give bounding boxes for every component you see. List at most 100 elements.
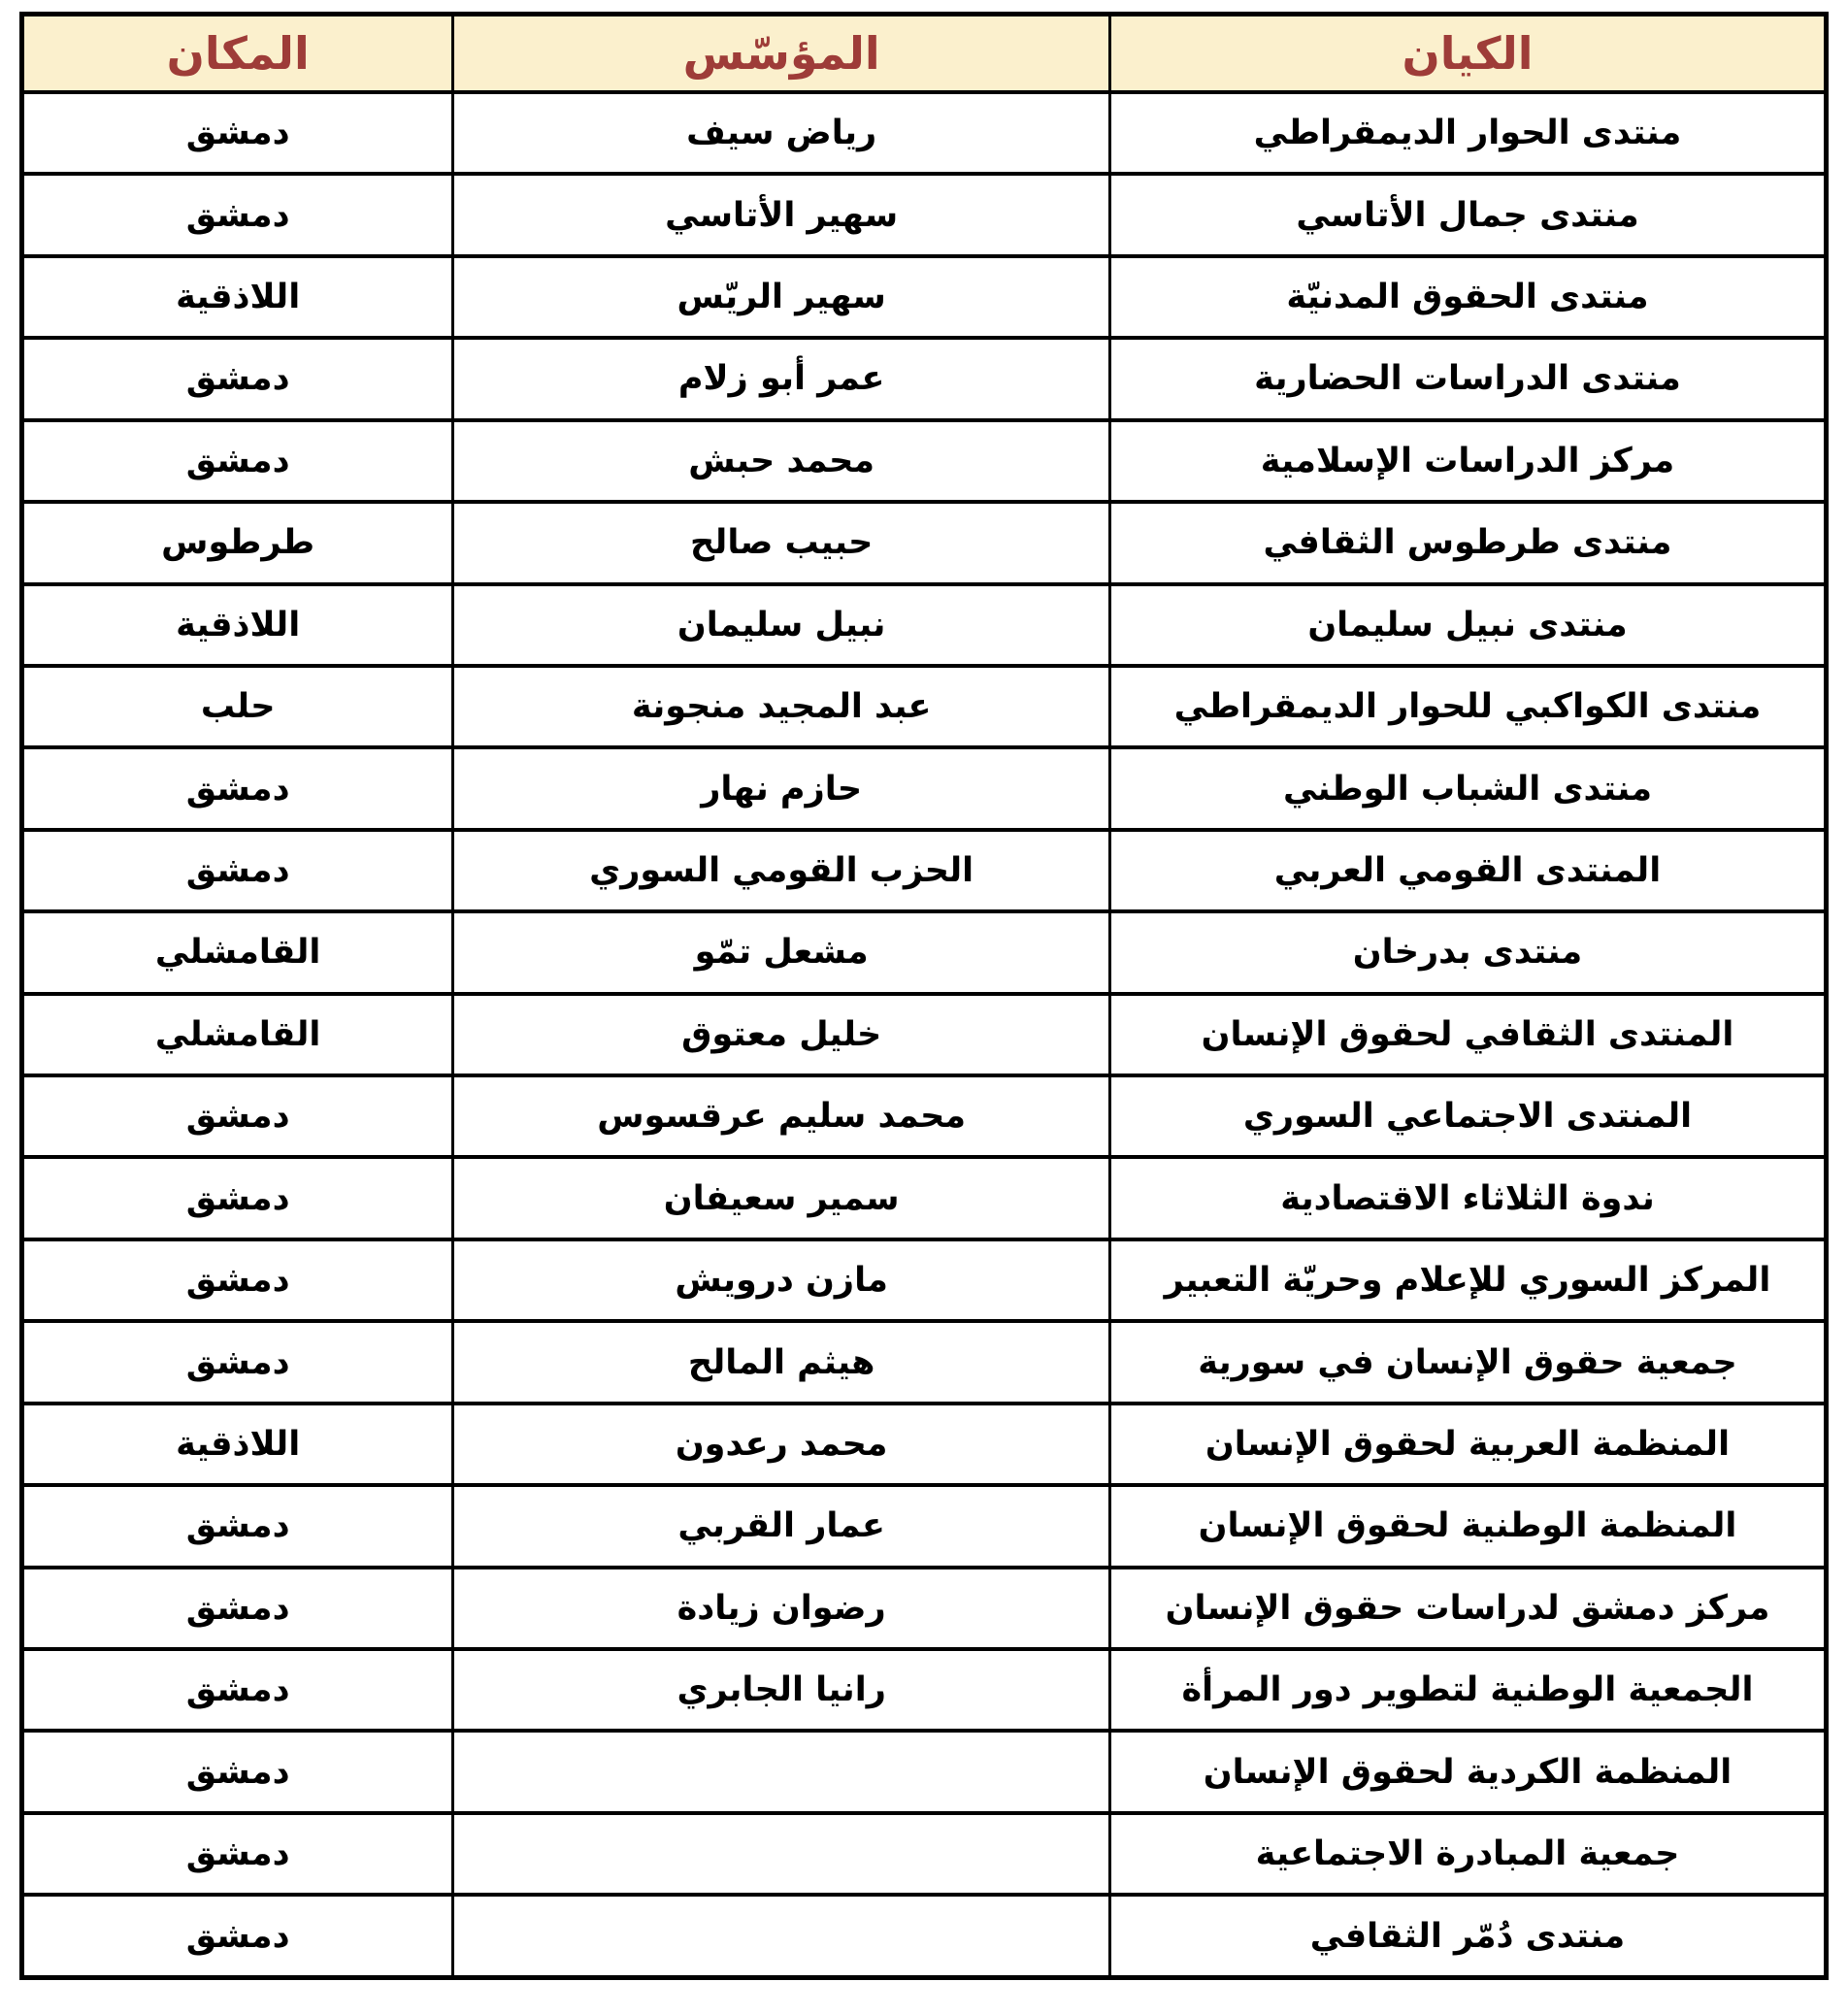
table-row: منتدى الحوار الديمقراطي رياض سيف دمشق — [19, 89, 1829, 177]
table-row: المنتدى الاجتماعي السوري محمد سليم عرقسوس… — [19, 1074, 1829, 1160]
table-row: جمعية المبادرة الاجتماعية دمشق — [19, 1810, 1829, 1898]
place-cell: دمشق — [19, 172, 455, 258]
founder-cell: حازم نهار — [451, 745, 1111, 832]
place-cell: دمشق — [19, 1237, 455, 1324]
entity-cell: جمعية المبادرة الاجتماعية — [1107, 1810, 1829, 1898]
founder-cell — [451, 1810, 1111, 1898]
place-cell: دمشق — [19, 1810, 455, 1898]
place-cell: دمشق — [19, 89, 455, 177]
entity-cell: المنظمة العربية لحقوق الإنسان — [1107, 1401, 1829, 1488]
founder-cell: محمد حبش — [451, 417, 1111, 505]
entity-cell: ندوة الثلاثاء الاقتصادية — [1107, 1155, 1829, 1241]
place-cell: دمشق — [19, 745, 455, 832]
table-row: منتدى بدرخان مشعل تمّو القامشلي — [19, 909, 1829, 996]
founder-cell: سمير سعيفان — [451, 1155, 1111, 1241]
entity-cell: المنتدى الاجتماعي السوري — [1107, 1074, 1829, 1160]
founder-cell: نبيل سليمان — [451, 581, 1111, 668]
founder-cell: عمر أبو زلام — [451, 336, 1111, 422]
entity-cell: منتدى طرطوس الثقافي — [1107, 500, 1829, 586]
table-row: منتدى دُمّر الثقافي دمشق — [19, 1893, 1829, 1980]
table-row: منتدى نبيل سليمان نبيل سليمان اللاذقية — [19, 581, 1829, 668]
place-cell: اللاذقية — [19, 1401, 455, 1488]
table-body: منتدى الحوار الديمقراطي رياض سيف دمشق منتدى… — [19, 89, 1829, 1980]
table-row: منتدى الكواكبي للحوار الديمقراطي عبد المج… — [19, 663, 1829, 750]
founder-cell: سهير الأتاسي — [451, 172, 1111, 258]
entity-cell: المنظمة الوطنية لحقوق الإنسان — [1107, 1483, 1829, 1569]
place-cell: دمشق — [19, 1483, 455, 1569]
table-row: المنتدى القومي العربي الحزب القومي السوري… — [19, 827, 1829, 914]
table-row: منتدى الشباب الوطني حازم نهار دمشق — [19, 745, 1829, 832]
entity-cell: مركز دمشق لدراسات حقوق الإنسان — [1107, 1565, 1829, 1652]
entity-cell: منتدى نبيل سليمان — [1107, 581, 1829, 668]
place-cell: حلب — [19, 663, 455, 750]
founder-cell: رانيا الجابري — [451, 1647, 1111, 1734]
table-row: مركز دمشق لدراسات حقوق الإنسان رضوان زياد… — [19, 1565, 1829, 1652]
place-cell: دمشق — [19, 417, 455, 505]
table-row: الجمعية الوطنية لتطوير دور المرأة رانيا ا… — [19, 1647, 1829, 1734]
entity-cell: الجمعية الوطنية لتطوير دور المرأة — [1107, 1647, 1829, 1734]
entity-cell: منتدى جمال الأتاسي — [1107, 172, 1829, 258]
place-cell: القامشلي — [19, 991, 455, 1078]
place-cell: اللاذقية — [19, 581, 455, 668]
place-cell: دمشق — [19, 1319, 455, 1405]
founder-cell — [451, 1729, 1111, 1815]
table-row: منتدى جمال الأتاسي سهير الأتاسي دمشق — [19, 172, 1829, 258]
founder-cell: رضوان زيادة — [451, 1565, 1111, 1652]
founder-cell: عبد المجيد منجونة — [451, 663, 1111, 750]
entity-cell: جمعية حقوق الإنسان في سورية — [1107, 1319, 1829, 1405]
place-cell: طرطوس — [19, 500, 455, 586]
header-cell-founder: المؤسّس — [451, 12, 1111, 94]
entity-cell: منتدى دُمّر الثقافي — [1107, 1893, 1829, 1980]
entity-cell: المركز السوري للإعلام وحريّة التعبير — [1107, 1237, 1829, 1324]
founder-cell: سهير الريّس — [451, 253, 1111, 341]
founder-cell: مشعل تمّو — [451, 909, 1111, 996]
founder-cell: هيثم المالح — [451, 1319, 1111, 1405]
entity-cell: المنتدى القومي العربي — [1107, 827, 1829, 914]
entity-cell: المنتدى الثقافي لحقوق الإنسان — [1107, 991, 1829, 1078]
founder-cell — [451, 1893, 1111, 1980]
place-cell: القامشلي — [19, 909, 455, 996]
header-cell-place: المكان — [19, 12, 455, 94]
founder-cell: محمد سليم عرقسوس — [451, 1074, 1111, 1160]
place-cell: اللاذقية — [19, 253, 455, 341]
table-row: مركز الدراسات الإسلامية محمد حبش دمشق — [19, 417, 1829, 505]
table-row: المركز السوري للإعلام وحريّة التعبير مازن… — [19, 1237, 1829, 1324]
entity-cell: منتدى الشباب الوطني — [1107, 745, 1829, 832]
table-row: المنتدى الثقافي لحقوق الإنسان خليل معتوق ا… — [19, 991, 1829, 1078]
place-cell: دمشق — [19, 1565, 455, 1652]
founder-cell: خليل معتوق — [451, 991, 1111, 1078]
founder-cell: الحزب القومي السوري — [451, 827, 1111, 914]
table-row: منتدى الدراسات الحضارية عمر أبو زلام دمشق — [19, 336, 1829, 422]
entity-cell: منتدى بدرخان — [1107, 909, 1829, 996]
founder-cell: رياض سيف — [451, 89, 1111, 177]
table-header: الكيان المؤسّس المكان — [19, 12, 1829, 94]
entity-cell: مركز الدراسات الإسلامية — [1107, 417, 1829, 505]
founder-cell: مازن درويش — [451, 1237, 1111, 1324]
table-row: منتدى طرطوس الثقافي حبيب صالح طرطوس — [19, 500, 1829, 586]
table-row: منتدى الحقوق المدنيّة سهير الريّس اللاذقية — [19, 253, 1829, 341]
table-row: ندوة الثلاثاء الاقتصادية سمير سعيفان دمشق — [19, 1155, 1829, 1241]
founder-cell: محمد رعدون — [451, 1401, 1111, 1488]
table-row: المنظمة العربية لحقوق الإنسان محمد رعدون ا… — [19, 1401, 1829, 1488]
entity-cell: منتدى الحقوق المدنيّة — [1107, 253, 1829, 341]
place-cell: دمشق — [19, 1893, 455, 1980]
table-row: المنظمة الكردية لحقوق الإنسان دمشق — [19, 1729, 1829, 1815]
place-cell: دمشق — [19, 336, 455, 422]
header-cell-entity: الكيان — [1107, 12, 1829, 94]
organizations-table: الكيان المؤسّس المكان منتدى الحوار الديم… — [19, 12, 1829, 1980]
entity-cell: منتدى الكواكبي للحوار الديمقراطي — [1107, 663, 1829, 750]
place-cell: دمشق — [19, 827, 455, 914]
entity-cell: المنظمة الكردية لحقوق الإنسان — [1107, 1729, 1829, 1815]
header-row: الكيان المؤسّس المكان — [19, 12, 1829, 94]
entity-cell: منتدى الحوار الديمقراطي — [1107, 89, 1829, 177]
entity-cell: منتدى الدراسات الحضارية — [1107, 336, 1829, 422]
table-row: جمعية حقوق الإنسان في سورية هيثم المالح دم… — [19, 1319, 1829, 1405]
founder-cell: حبيب صالح — [451, 500, 1111, 586]
place-cell: دمشق — [19, 1647, 455, 1734]
place-cell: دمشق — [19, 1155, 455, 1241]
table-row: المنظمة الوطنية لحقوق الإنسان عمار القربي… — [19, 1483, 1829, 1569]
place-cell: دمشق — [19, 1074, 455, 1160]
place-cell: دمشق — [19, 1729, 455, 1815]
founder-cell: عمار القربي — [451, 1483, 1111, 1569]
